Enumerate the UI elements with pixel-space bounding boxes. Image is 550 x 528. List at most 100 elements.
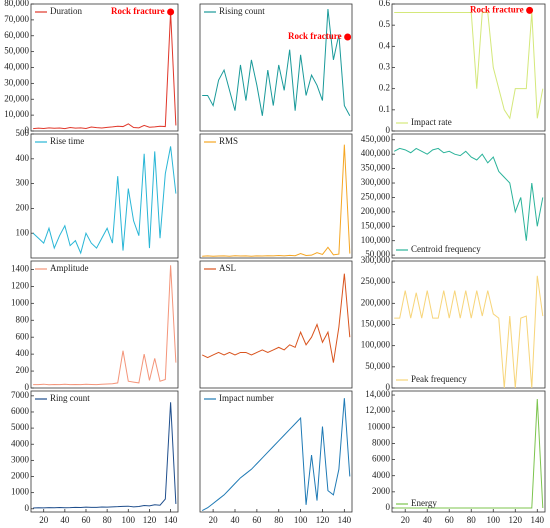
panel: Rising count Rock fracture (199, 3, 353, 132)
y-tick-label: 150,000 (361, 319, 391, 329)
y-tick-label: 4000 (11, 438, 30, 448)
y-tick-label: 10000 (368, 421, 391, 431)
x-tick-label: 100 (122, 515, 136, 525)
y-tick-label: 0.3 (379, 62, 391, 72)
legend-label: Impact number (219, 393, 274, 403)
series-line (33, 265, 177, 386)
plot-frame (391, 260, 546, 389)
annotation-label: Rock fracture (288, 31, 342, 41)
x-tick-label: 40 (60, 515, 70, 525)
x-tick-label: 20 (401, 515, 411, 525)
plot-frame (391, 390, 546, 513)
panel: 50,000 100,000 150,000 200,000 250,000 300,00… (361, 133, 546, 259)
y-tick-label: 350,000 (361, 163, 391, 173)
legend-label: Duration (50, 6, 82, 16)
y-tick-label: 250,000 (361, 276, 391, 286)
y-tick-label: 300,000 (361, 255, 391, 265)
plot-frame (199, 3, 353, 132)
y-tick-label: 0.1 (379, 104, 390, 114)
series-line (394, 11, 544, 120)
y-tick-label: 150,000 (361, 220, 391, 230)
y-tick-label: 2000 (11, 471, 30, 481)
x-tick-label: 20 (39, 515, 49, 525)
y-tick-label: 400 (16, 348, 30, 358)
series-line (32, 146, 177, 255)
y-tick-label: 3000 (11, 454, 30, 464)
legend-label: Rise time (50, 136, 84, 146)
panel: 0 0.1 0.2 0.3 0.4 0.5 0.6 Impact rate Rock fract… (379, 0, 546, 135)
y-tick-label: 30,000 (4, 77, 29, 87)
series-line (201, 398, 351, 512)
x-tick-label: 120 (143, 515, 157, 525)
y-tick-label: 0.5 (379, 19, 391, 29)
y-tick-label: 100,000 (361, 340, 391, 350)
legend-label: Peak frequency (411, 374, 467, 384)
x-tick-label: 20 (209, 515, 219, 525)
y-tick-label: 1000 (11, 487, 30, 497)
y-tick-label: 100,000 (361, 235, 391, 245)
y-tick-label: 10,000 (4, 109, 29, 119)
panel: 0 50,000 100,000 150,000 200,000 250,000 300,0… (361, 255, 546, 392)
panel: 0 1000 2000 3000 4000 5000 6000 7000 20 40 60 80 100… (11, 390, 179, 525)
x-tick-label: 100 (487, 515, 501, 525)
annotation-label: Rock fracture (470, 4, 524, 14)
x-tick-label: 40 (423, 515, 433, 525)
x-tick-label: 40 (230, 515, 240, 525)
y-tick-label: 50,000 (365, 361, 390, 371)
panel: 0 200 400 600 800 1000 1200 1400 Amplitude (11, 260, 179, 392)
legend-label: Centroid frequency (411, 244, 481, 254)
x-tick-label: 140 (338, 515, 352, 525)
y-tick-label: 0 (25, 382, 30, 392)
series-line (33, 402, 177, 509)
y-tick-label: 250,000 (361, 192, 391, 202)
y-tick-label: 1400 (11, 264, 30, 274)
annotation-marker (344, 33, 352, 41)
series-line (393, 147, 544, 241)
y-tick-label: 800 (16, 314, 30, 324)
legend-label: Impact rate (411, 117, 452, 127)
y-tick-label: 200,000 (361, 206, 391, 216)
series-line (394, 399, 544, 509)
plot-frame (391, 3, 546, 132)
plot-frame (30, 260, 179, 389)
y-tick-label: 20,000 (4, 93, 29, 103)
y-tick-label: 4000 (372, 470, 391, 480)
annotation-label: Rock fracture (111, 6, 165, 16)
y-tick-label: 0 (386, 382, 391, 392)
y-tick-label: 0 (25, 503, 30, 513)
y-tick-label: 400 (16, 153, 30, 163)
series-line (202, 144, 351, 257)
legend-label: ASL (219, 263, 236, 273)
y-tick-label: 200,000 (361, 297, 391, 307)
y-tick-label: 450,000 (361, 134, 391, 144)
y-tick-label: 40,000 (4, 62, 29, 72)
y-tick-label: 300,000 (361, 177, 391, 187)
plot-frame (199, 133, 353, 259)
series-line (201, 273, 351, 363)
y-tick-label: 500 (16, 128, 30, 138)
x-tick-label: 60 (252, 515, 262, 525)
plot-frame (199, 390, 353, 513)
plot-frame (30, 3, 179, 132)
y-tick-label: 6000 (11, 406, 30, 416)
series-line (202, 9, 351, 116)
plot-frame (391, 133, 546, 259)
y-tick-label: 60,000 (4, 30, 29, 40)
x-tick-label: 60 (81, 515, 91, 525)
y-tick-label: 200 (16, 202, 30, 212)
y-tick-label: 0 (386, 502, 391, 512)
x-tick-label: 80 (103, 515, 113, 525)
y-tick-label: 80,000 (4, 0, 29, 8)
y-tick-label: 6000 (372, 454, 391, 464)
y-tick-label: 400,000 (361, 148, 391, 158)
legend-label: RMS (219, 136, 238, 146)
x-tick-label: 140 (531, 515, 545, 525)
y-tick-label: 0.2 (379, 83, 390, 93)
legend-label: Ring count (50, 393, 90, 403)
y-tick-label: 600 (16, 331, 30, 341)
x-tick-label: 80 (467, 515, 477, 525)
y-tick-label: 100 (16, 227, 30, 237)
panel: 0 10,000 20,000 30,000 40,000 50,000 60,000 70,… (4, 0, 179, 135)
plot-frame (30, 390, 179, 513)
